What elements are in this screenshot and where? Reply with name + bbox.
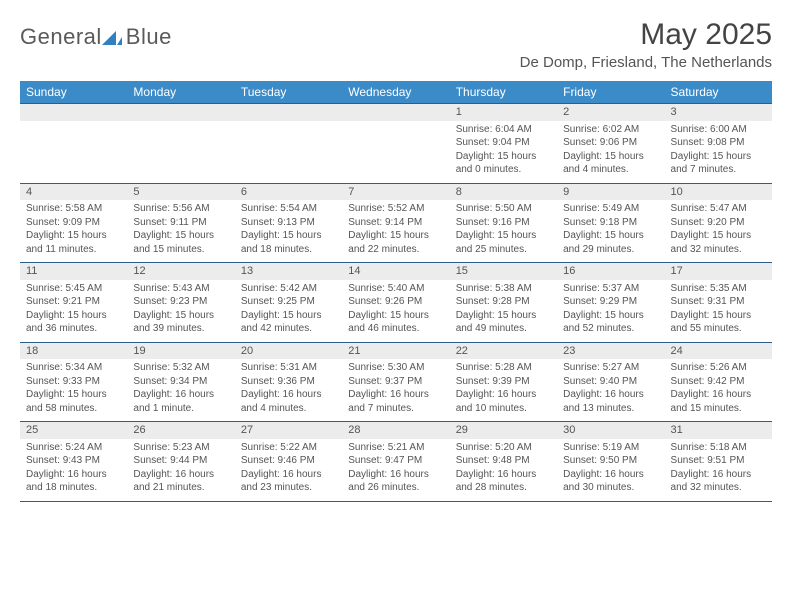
day-number-cell: 2: [557, 104, 664, 121]
day-number-cell: 15: [450, 263, 557, 280]
day-number-cell: 13: [235, 263, 342, 280]
day-detail-cell: Sunrise: 5:35 AMSunset: 9:31 PMDaylight:…: [665, 280, 772, 343]
day-number-cell: 3: [665, 104, 772, 121]
day-number-cell: 22: [450, 342, 557, 359]
day-number-cell: [127, 104, 234, 121]
day-detail-cell: Sunrise: 5:58 AMSunset: 9:09 PMDaylight:…: [20, 200, 127, 263]
day-detail-cell: Sunrise: 5:22 AMSunset: 9:46 PMDaylight:…: [235, 439, 342, 501]
weekday-header-row: SundayMondayTuesdayWednesdayThursdayFrid…: [20, 81, 772, 104]
day-detail-cell: Sunrise: 6:00 AMSunset: 9:08 PMDaylight:…: [665, 121, 772, 184]
day-number-cell: 14: [342, 263, 449, 280]
day-detail-row: Sunrise: 5:45 AMSunset: 9:21 PMDaylight:…: [20, 280, 772, 343]
day-detail-row: Sunrise: 5:58 AMSunset: 9:09 PMDaylight:…: [20, 200, 772, 263]
day-detail-cell: Sunrise: 5:19 AMSunset: 9:50 PMDaylight:…: [557, 439, 664, 501]
day-number-cell: 9: [557, 183, 664, 200]
day-detail-cell: Sunrise: 5:31 AMSunset: 9:36 PMDaylight:…: [235, 359, 342, 422]
brand-logo: General Blue: [20, 24, 172, 50]
day-number-row: 11121314151617: [20, 263, 772, 280]
weekday-header: Monday: [127, 81, 234, 104]
weekday-header: Saturday: [665, 81, 772, 104]
day-detail-cell: Sunrise: 5:21 AMSunset: 9:47 PMDaylight:…: [342, 439, 449, 501]
title-block: May 2025 De Domp, Friesland, The Netherl…: [520, 18, 772, 71]
day-detail-cell: Sunrise: 5:26 AMSunset: 9:42 PMDaylight:…: [665, 359, 772, 422]
weekday-header: Tuesday: [235, 81, 342, 104]
day-detail-cell: Sunrise: 5:37 AMSunset: 9:29 PMDaylight:…: [557, 280, 664, 343]
sail-icon: [102, 29, 122, 47]
day-detail-cell: Sunrise: 5:47 AMSunset: 9:20 PMDaylight:…: [665, 200, 772, 263]
day-detail-cell: Sunrise: 5:42 AMSunset: 9:25 PMDaylight:…: [235, 280, 342, 343]
day-number-cell: 21: [342, 342, 449, 359]
day-number-cell: 8: [450, 183, 557, 200]
day-detail-cell: Sunrise: 6:02 AMSunset: 9:06 PMDaylight:…: [557, 121, 664, 184]
day-detail-cell: Sunrise: 5:49 AMSunset: 9:18 PMDaylight:…: [557, 200, 664, 263]
day-detail-cell: Sunrise: 5:24 AMSunset: 9:43 PMDaylight:…: [20, 439, 127, 501]
day-number-cell: 6: [235, 183, 342, 200]
day-number-cell: 27: [235, 422, 342, 439]
day-number-cell: 4: [20, 183, 127, 200]
day-detail-row: Sunrise: 5:34 AMSunset: 9:33 PMDaylight:…: [20, 359, 772, 422]
day-detail-cell: [127, 121, 234, 184]
day-detail-cell: Sunrise: 5:34 AMSunset: 9:33 PMDaylight:…: [20, 359, 127, 422]
day-detail-cell: Sunrise: 6:04 AMSunset: 9:04 PMDaylight:…: [450, 121, 557, 184]
location-subtitle: De Domp, Friesland, The Netherlands: [520, 54, 772, 71]
day-number-cell: 12: [127, 263, 234, 280]
month-title: May 2025: [520, 18, 772, 52]
day-number-cell: 25: [20, 422, 127, 439]
day-detail-cell: Sunrise: 5:38 AMSunset: 9:28 PMDaylight:…: [450, 280, 557, 343]
weekday-header: Friday: [557, 81, 664, 104]
day-detail-cell: Sunrise: 5:18 AMSunset: 9:51 PMDaylight:…: [665, 439, 772, 501]
day-detail-cell: Sunrise: 5:23 AMSunset: 9:44 PMDaylight:…: [127, 439, 234, 501]
day-detail-cell: Sunrise: 5:20 AMSunset: 9:48 PMDaylight:…: [450, 439, 557, 501]
table-bottom-border: [20, 501, 772, 502]
day-detail-cell: Sunrise: 5:27 AMSunset: 9:40 PMDaylight:…: [557, 359, 664, 422]
day-number-cell: [342, 104, 449, 121]
day-detail-cell: Sunrise: 5:54 AMSunset: 9:13 PMDaylight:…: [235, 200, 342, 263]
day-detail-row: Sunrise: 6:04 AMSunset: 9:04 PMDaylight:…: [20, 121, 772, 184]
day-number-cell: 10: [665, 183, 772, 200]
day-detail-cell: Sunrise: 5:52 AMSunset: 9:14 PMDaylight:…: [342, 200, 449, 263]
day-number-cell: 17: [665, 263, 772, 280]
day-detail-cell: Sunrise: 5:30 AMSunset: 9:37 PMDaylight:…: [342, 359, 449, 422]
day-detail-cell: Sunrise: 5:32 AMSunset: 9:34 PMDaylight:…: [127, 359, 234, 422]
day-detail-cell: [235, 121, 342, 184]
day-number-row: 18192021222324: [20, 342, 772, 359]
calendar-table: SundayMondayTuesdayWednesdayThursdayFrid…: [20, 81, 772, 501]
day-detail-cell: Sunrise: 5:50 AMSunset: 9:16 PMDaylight:…: [450, 200, 557, 263]
day-detail-cell: Sunrise: 5:43 AMSunset: 9:23 PMDaylight:…: [127, 280, 234, 343]
day-number-cell: 11: [20, 263, 127, 280]
day-number-cell: 20: [235, 342, 342, 359]
brand-text-2: Blue: [126, 24, 172, 50]
day-number-cell: 29: [450, 422, 557, 439]
day-detail-cell: Sunrise: 5:45 AMSunset: 9:21 PMDaylight:…: [20, 280, 127, 343]
day-detail-cell: [342, 121, 449, 184]
day-number-cell: 31: [665, 422, 772, 439]
day-number-cell: 19: [127, 342, 234, 359]
day-number-cell: [20, 104, 127, 121]
day-number-cell: 16: [557, 263, 664, 280]
weekday-header: Thursday: [450, 81, 557, 104]
day-detail-cell: [20, 121, 127, 184]
brand-text-1: General: [20, 24, 102, 50]
day-number-cell: 30: [557, 422, 664, 439]
day-number-row: 123: [20, 104, 772, 121]
day-number-cell: [235, 104, 342, 121]
day-number-row: 45678910: [20, 183, 772, 200]
day-number-cell: 28: [342, 422, 449, 439]
day-number-cell: 1: [450, 104, 557, 121]
day-number-cell: 5: [127, 183, 234, 200]
day-detail-cell: Sunrise: 5:40 AMSunset: 9:26 PMDaylight:…: [342, 280, 449, 343]
weekday-header: Sunday: [20, 81, 127, 104]
day-number-cell: 26: [127, 422, 234, 439]
day-number-cell: 23: [557, 342, 664, 359]
day-number-cell: 7: [342, 183, 449, 200]
day-number-row: 25262728293031: [20, 422, 772, 439]
weekday-header: Wednesday: [342, 81, 449, 104]
day-detail-cell: Sunrise: 5:56 AMSunset: 9:11 PMDaylight:…: [127, 200, 234, 263]
day-detail-cell: Sunrise: 5:28 AMSunset: 9:39 PMDaylight:…: [450, 359, 557, 422]
day-detail-row: Sunrise: 5:24 AMSunset: 9:43 PMDaylight:…: [20, 439, 772, 501]
page-header: General Blue May 2025 De Domp, Friesland…: [20, 18, 772, 71]
day-number-cell: 24: [665, 342, 772, 359]
day-number-cell: 18: [20, 342, 127, 359]
